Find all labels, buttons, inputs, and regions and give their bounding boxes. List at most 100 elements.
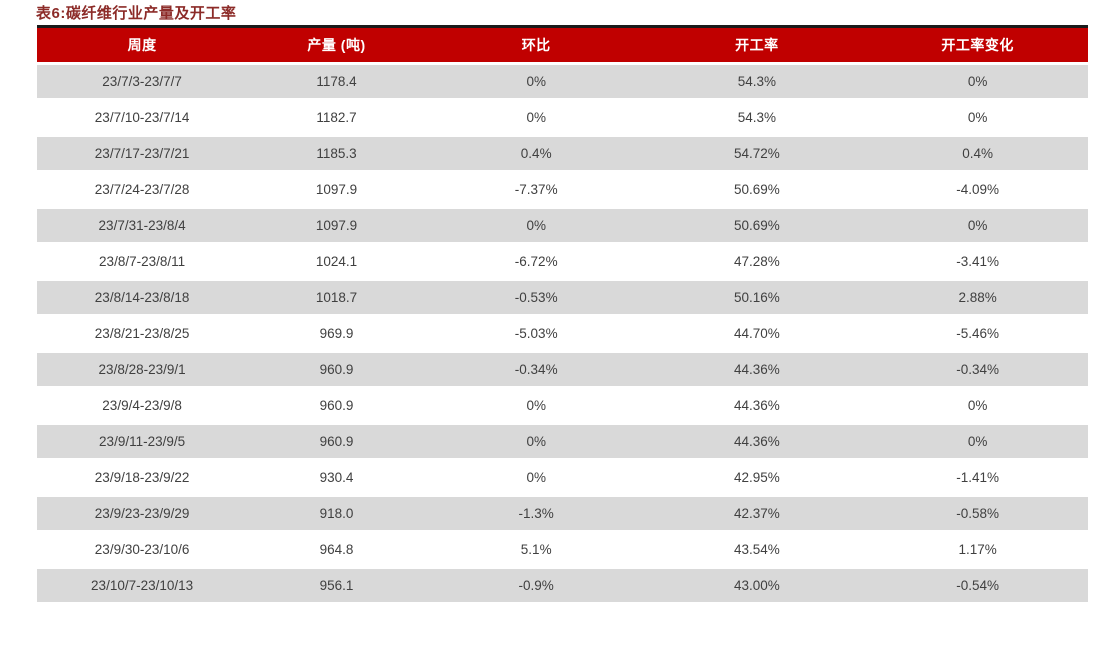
table-cell: 23/9/30-23/10/6 [37, 531, 248, 569]
table-cell: -4.09% [867, 171, 1088, 209]
table-row: 23/8/28-23/9/1 960.9 -0.34% 44.36% -0.34% [37, 351, 1088, 389]
table-cell: 23/7/31-23/8/4 [37, 207, 248, 245]
table-row: 23/7/31-23/8/4 1097.9 0% 50.69% 0% [37, 207, 1088, 245]
table-cell: 0% [425, 63, 647, 101]
table-cell: 42.95% [646, 459, 868, 497]
table-cell: -5.46% [867, 315, 1088, 353]
table-cell: -0.53% [425, 279, 647, 317]
table-cell: -0.54% [867, 567, 1088, 605]
table-row: 23/8/14-23/8/18 1018.7 -0.53% 50.16% 2.88% [37, 279, 1088, 317]
table-cell: 1097.9 [247, 207, 426, 245]
table-cell: 0% [425, 99, 647, 137]
production-table: 周度 产量 (吨) 环比 开工率 开工率变化 23/7/3-23/7/7 1178.4 0%… [37, 25, 1088, 605]
table-cell: 50.69% [646, 171, 868, 209]
table-cell: 23/8/28-23/9/1 [37, 351, 248, 389]
table-cell: -0.34% [867, 351, 1088, 389]
table-title: 表6:碳纤维行业产量及开工率 [36, 5, 237, 22]
table-cell: 54.72% [646, 135, 868, 173]
table-cell: 0% [867, 423, 1088, 461]
table-cell: 956.1 [247, 567, 426, 605]
table-cell: 0% [425, 207, 647, 245]
table-cell: 0% [425, 423, 647, 461]
table-cell: 0.4% [867, 135, 1088, 173]
table-cell: -1.41% [867, 459, 1088, 497]
table-cell: 23/7/10-23/7/14 [37, 99, 248, 137]
table-cell: 44.36% [646, 351, 868, 389]
table-cell: 23/8/14-23/8/18 [37, 279, 248, 317]
table-cell: 960.9 [247, 387, 426, 425]
table-cell: 47.28% [646, 243, 868, 281]
table-header: 周度 产量 (吨) 环比 开工率 开工率变化 [37, 26, 1088, 65]
table-cell: -0.9% [425, 567, 647, 605]
table-row: 23/8/7-23/8/11 1024.1 -6.72% 47.28% -3.41% [37, 243, 1088, 281]
table-cell: -5.03% [425, 315, 647, 353]
table-cell: 42.37% [646, 495, 868, 533]
table-cell: 54.3% [646, 99, 868, 137]
table-cell: 23/8/21-23/8/25 [37, 315, 248, 353]
table-cell: 969.9 [247, 315, 426, 353]
table-cell: 44.36% [646, 387, 868, 425]
table-cell: 2.88% [867, 279, 1088, 317]
table-row: 23/8/21-23/8/25 969.9 -5.03% 44.70% -5.46% [37, 315, 1088, 353]
table-cell: -6.72% [425, 243, 647, 281]
table-cell: 930.4 [247, 459, 426, 497]
table-cell: 44.70% [646, 315, 868, 353]
column-header: 环比 [425, 26, 647, 65]
table-cell: 0% [867, 63, 1088, 101]
table-cell: 43.54% [646, 531, 868, 569]
column-header: 周度 [37, 26, 248, 65]
table-cell: 918.0 [247, 495, 426, 533]
table-row: 23/9/18-23/9/22 930.4 0% 42.95% -1.41% [37, 459, 1088, 497]
table-cell: 23/7/3-23/7/7 [37, 63, 248, 101]
table-cell: 1182.7 [247, 99, 426, 137]
table-cell: 1024.1 [247, 243, 426, 281]
table-cell: -0.58% [867, 495, 1088, 533]
table-cell: 23/7/24-23/7/28 [37, 171, 248, 209]
table-row: 23/7/17-23/7/21 1185.3 0.4% 54.72% 0.4% [37, 135, 1088, 173]
table-cell: 23/8/7-23/8/11 [37, 243, 248, 281]
table-cell: -7.37% [425, 171, 647, 209]
table-cell: 23/9/23-23/9/29 [37, 495, 248, 533]
table-cell: 0% [867, 99, 1088, 137]
table-cell: 23/10/7-23/10/13 [37, 567, 248, 605]
table-cell: 0.4% [425, 135, 647, 173]
table-cell: 23/9/11-23/9/5 [37, 423, 248, 461]
table-cell: -0.34% [425, 351, 647, 389]
table-row: 23/9/23-23/9/29 918.0 -1.3% 42.37% -0.58% [37, 495, 1088, 533]
table-row: 23/7/10-23/7/14 1182.7 0% 54.3% 0% [37, 99, 1088, 137]
column-header: 开工率 [646, 26, 868, 65]
table-cell: 0% [425, 459, 647, 497]
table-cell: 1178.4 [247, 63, 426, 101]
table-row: 23/9/11-23/9/5 960.9 0% 44.36% 0% [37, 423, 1088, 461]
table-cell: 23/9/4-23/9/8 [37, 387, 248, 425]
table-cell: 44.36% [646, 423, 868, 461]
table-cell: 1.17% [867, 531, 1088, 569]
column-header: 产量 (吨) [247, 26, 426, 65]
table-cell: 0% [425, 387, 647, 425]
table-cell: 1097.9 [247, 171, 426, 209]
report-page: 表6:碳纤维行业产量及开工率 周度 产量 (吨) 环比 开工率 开工率变化 23/7/3… [0, 5, 1120, 656]
column-header: 开工率变化 [867, 26, 1088, 65]
table-cell: -3.41% [867, 243, 1088, 281]
table-cell: 0% [867, 207, 1088, 245]
table-row: 23/7/3-23/7/7 1178.4 0% 54.3% 0% [37, 63, 1088, 101]
table-cell: 50.69% [646, 207, 868, 245]
table-header-row: 周度 产量 (吨) 环比 开工率 开工率变化 [37, 26, 1088, 65]
table-row: 23/9/30-23/10/6 964.8 5.1% 43.54% 1.17% [37, 531, 1088, 569]
table-cell: 5.1% [425, 531, 647, 569]
table-cell: 0% [867, 387, 1088, 425]
table-body: 23/7/3-23/7/7 1178.4 0% 54.3% 0% 23/7/10-23/7… [37, 63, 1088, 605]
table-cell: 23/7/17-23/7/21 [37, 135, 248, 173]
table-row: 23/10/7-23/10/13 956.1 -0.9% 43.00% -0.54% [37, 567, 1088, 605]
table-cell: 54.3% [646, 63, 868, 101]
table-cell: -1.3% [425, 495, 647, 533]
table-cell: 960.9 [247, 351, 426, 389]
table-cell: 43.00% [646, 567, 868, 605]
table-cell: 1018.7 [247, 279, 426, 317]
table-cell: 964.8 [247, 531, 426, 569]
table-cell: 1185.3 [247, 135, 426, 173]
table-row: 23/7/24-23/7/28 1097.9 -7.37% 50.69% -4.09% [37, 171, 1088, 209]
table-cell: 960.9 [247, 423, 426, 461]
table-row: 23/9/4-23/9/8 960.9 0% 44.36% 0% [37, 387, 1088, 425]
table-cell: 50.16% [646, 279, 868, 317]
